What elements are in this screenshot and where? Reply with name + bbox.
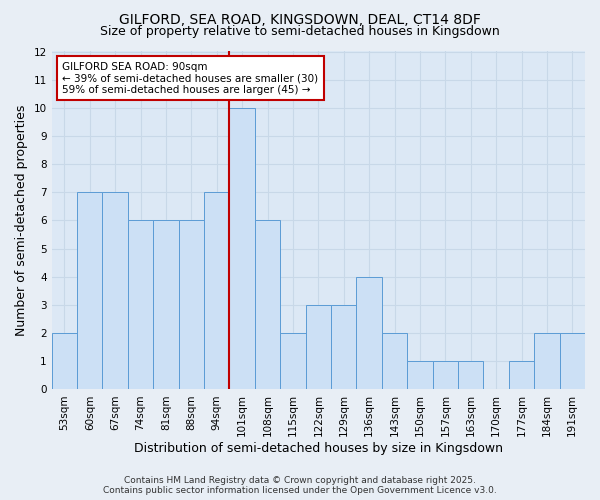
Bar [305,305,331,390]
Bar [153,220,179,390]
Bar [331,305,356,390]
Bar [204,192,229,390]
Bar [560,333,585,390]
Bar [280,333,305,390]
Bar [356,277,382,390]
Bar [103,192,128,390]
Bar [229,108,255,390]
Text: Size of property relative to semi-detached houses in Kingsdown: Size of property relative to semi-detach… [100,25,500,38]
Bar [77,192,103,390]
Text: GILFORD SEA ROAD: 90sqm
← 39% of semi-detached houses are smaller (30)
59% of se: GILFORD SEA ROAD: 90sqm ← 39% of semi-de… [62,62,319,95]
Bar [509,362,534,390]
Bar [407,362,433,390]
Bar [52,333,77,390]
Text: Contains HM Land Registry data © Crown copyright and database right 2025.
Contai: Contains HM Land Registry data © Crown c… [103,476,497,495]
Y-axis label: Number of semi-detached properties: Number of semi-detached properties [15,105,28,336]
Bar [179,220,204,390]
X-axis label: Distribution of semi-detached houses by size in Kingsdown: Distribution of semi-detached houses by … [134,442,503,455]
Bar [382,333,407,390]
Bar [458,362,484,390]
Bar [534,333,560,390]
Bar [128,220,153,390]
Text: GILFORD, SEA ROAD, KINGSDOWN, DEAL, CT14 8DF: GILFORD, SEA ROAD, KINGSDOWN, DEAL, CT14… [119,12,481,26]
Bar [433,362,458,390]
Bar [255,220,280,390]
